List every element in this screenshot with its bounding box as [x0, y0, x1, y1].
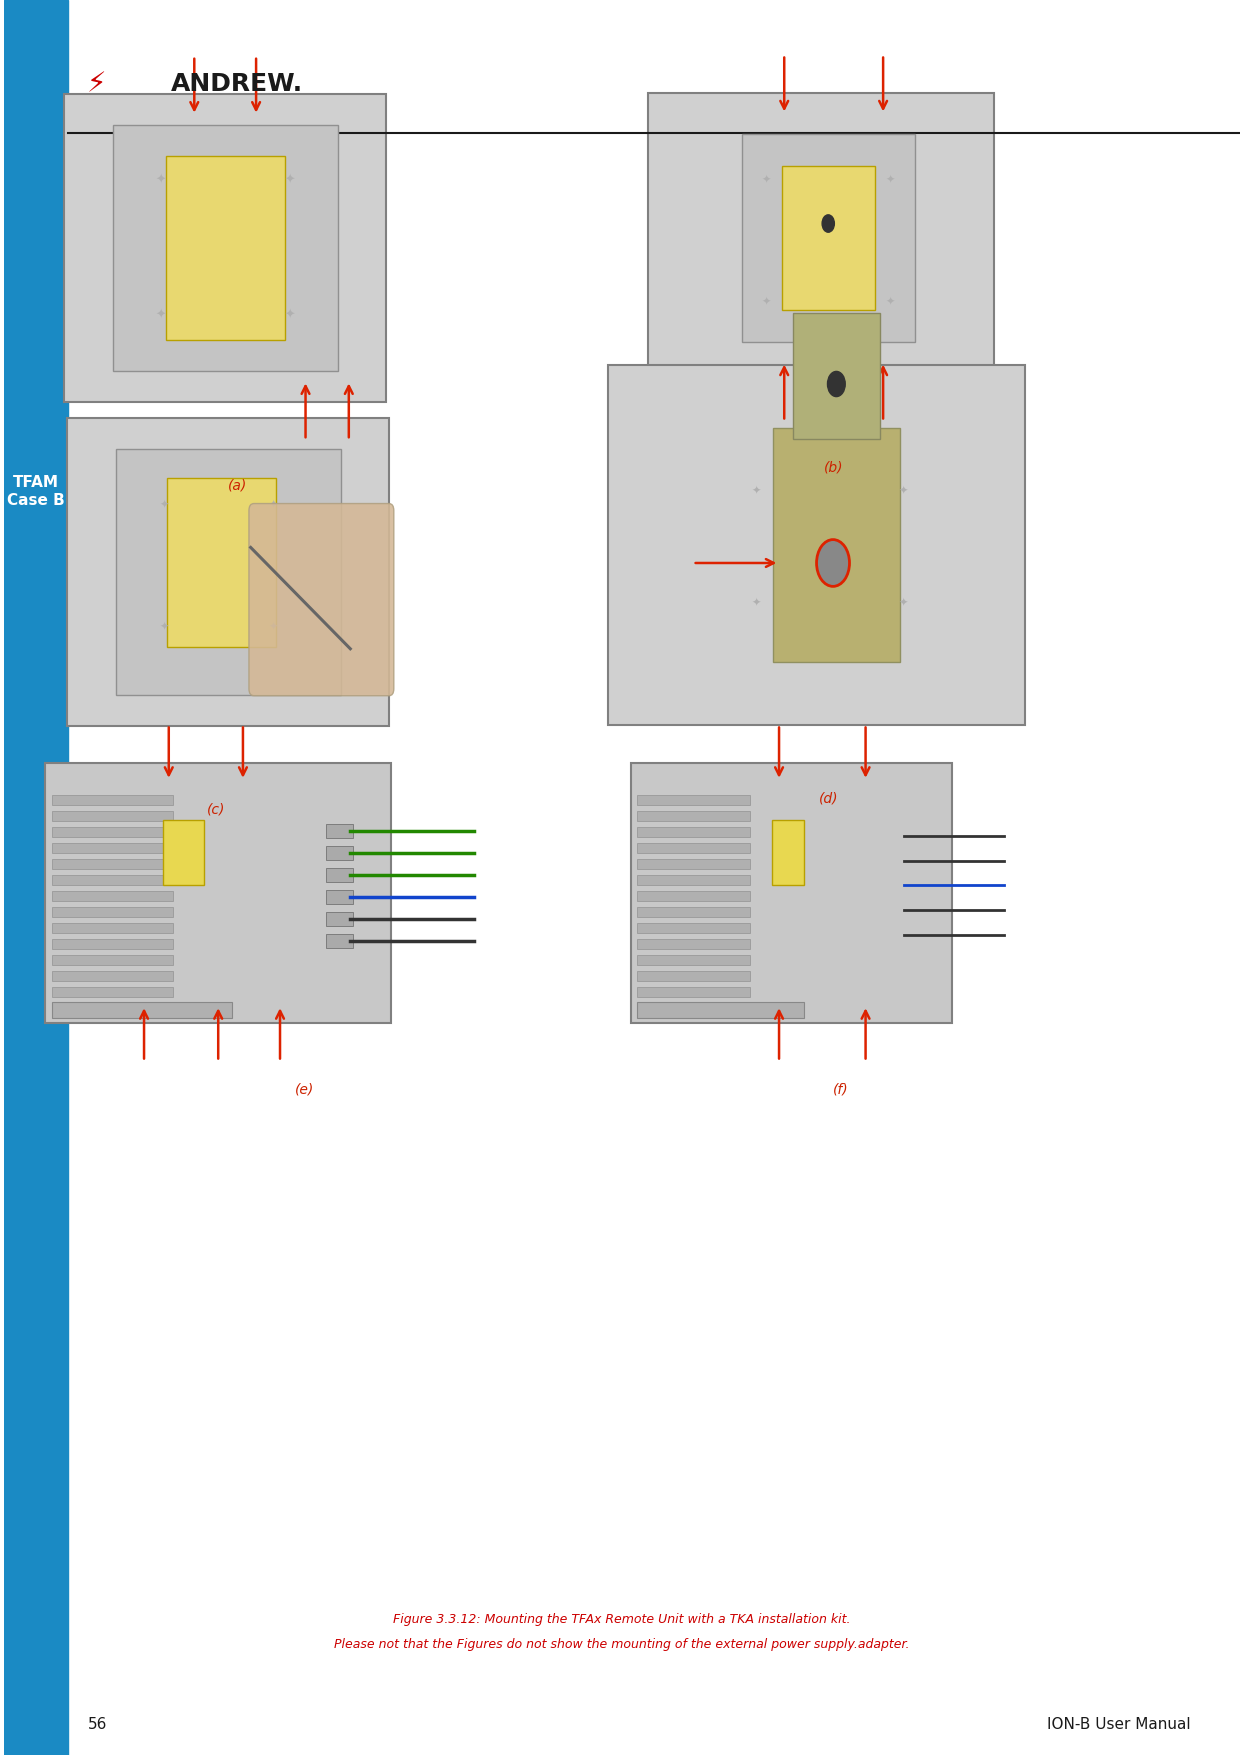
FancyBboxPatch shape — [52, 874, 174, 885]
Text: (b): (b) — [823, 460, 843, 474]
Text: ANDREW.: ANDREW. — [171, 72, 303, 97]
FancyBboxPatch shape — [166, 156, 285, 340]
FancyBboxPatch shape — [637, 939, 750, 949]
FancyBboxPatch shape — [52, 858, 174, 869]
FancyBboxPatch shape — [52, 1002, 232, 1018]
FancyBboxPatch shape — [52, 971, 174, 981]
FancyBboxPatch shape — [52, 907, 174, 916]
FancyBboxPatch shape — [326, 846, 353, 860]
FancyBboxPatch shape — [781, 165, 875, 311]
Text: ✦: ✦ — [885, 176, 895, 184]
FancyBboxPatch shape — [773, 428, 900, 662]
Circle shape — [817, 539, 849, 586]
Text: Figure 3.3.12: Mounting the TFAx Remote Unit with a TKA installation kit.: Figure 3.3.12: Mounting the TFAx Remote … — [393, 1613, 851, 1627]
FancyBboxPatch shape — [113, 125, 337, 370]
Text: ✦: ✦ — [159, 500, 169, 509]
Text: ✦: ✦ — [761, 297, 770, 307]
Text: 56: 56 — [88, 1716, 108, 1732]
FancyBboxPatch shape — [792, 312, 879, 439]
Text: ✦: ✦ — [284, 174, 295, 188]
FancyBboxPatch shape — [249, 504, 394, 695]
FancyBboxPatch shape — [742, 133, 915, 342]
FancyBboxPatch shape — [52, 811, 174, 821]
FancyBboxPatch shape — [637, 986, 750, 997]
FancyBboxPatch shape — [45, 763, 392, 1023]
Text: ✦: ✦ — [899, 486, 908, 497]
FancyBboxPatch shape — [637, 842, 750, 853]
FancyBboxPatch shape — [637, 858, 750, 869]
Text: ✦: ✦ — [269, 623, 278, 632]
Text: ✦: ✦ — [885, 297, 895, 307]
FancyBboxPatch shape — [773, 820, 805, 885]
FancyBboxPatch shape — [637, 971, 750, 981]
FancyBboxPatch shape — [637, 955, 750, 965]
Text: TFAM
Case B: TFAM Case B — [7, 476, 64, 507]
FancyBboxPatch shape — [52, 795, 174, 806]
Text: ⚡: ⚡ — [87, 70, 107, 98]
Text: (a): (a) — [228, 479, 247, 493]
FancyBboxPatch shape — [637, 1002, 805, 1018]
FancyBboxPatch shape — [326, 867, 353, 883]
Text: (c): (c) — [207, 802, 224, 816]
Text: ✦: ✦ — [284, 309, 295, 323]
FancyBboxPatch shape — [608, 365, 1025, 725]
FancyBboxPatch shape — [52, 890, 174, 900]
Text: (d): (d) — [818, 792, 838, 806]
FancyBboxPatch shape — [326, 890, 353, 904]
Text: ✦: ✦ — [751, 486, 761, 497]
FancyBboxPatch shape — [326, 913, 353, 927]
Text: ✦: ✦ — [269, 500, 278, 509]
FancyBboxPatch shape — [637, 827, 750, 837]
FancyBboxPatch shape — [167, 479, 277, 648]
FancyBboxPatch shape — [326, 934, 353, 948]
FancyBboxPatch shape — [67, 418, 389, 725]
FancyBboxPatch shape — [637, 811, 750, 821]
Text: (e): (e) — [295, 1083, 315, 1097]
Text: (f): (f) — [833, 1083, 848, 1097]
Text: Please not that the Figures do not show the mounting of the external power suppl: Please not that the Figures do not show … — [335, 1637, 910, 1651]
Circle shape — [822, 214, 835, 232]
Text: ✦: ✦ — [156, 174, 166, 188]
FancyBboxPatch shape — [649, 93, 994, 383]
Text: ION-B User Manual: ION-B User Manual — [1047, 1716, 1190, 1732]
Text: ✦: ✦ — [761, 176, 770, 184]
Text: ✦: ✦ — [159, 623, 169, 632]
Text: ✦: ✦ — [899, 597, 908, 607]
FancyBboxPatch shape — [52, 955, 174, 965]
FancyBboxPatch shape — [637, 795, 750, 806]
Text: ✦: ✦ — [156, 309, 166, 323]
Text: ✦: ✦ — [751, 597, 761, 607]
FancyBboxPatch shape — [52, 923, 174, 934]
FancyBboxPatch shape — [637, 907, 750, 916]
FancyBboxPatch shape — [162, 820, 205, 885]
FancyBboxPatch shape — [326, 823, 353, 837]
FancyBboxPatch shape — [637, 890, 750, 900]
FancyBboxPatch shape — [52, 986, 174, 997]
FancyBboxPatch shape — [637, 874, 750, 885]
FancyBboxPatch shape — [52, 827, 174, 837]
FancyBboxPatch shape — [631, 763, 952, 1023]
FancyBboxPatch shape — [52, 842, 174, 853]
FancyBboxPatch shape — [52, 939, 174, 949]
Circle shape — [827, 372, 846, 397]
FancyBboxPatch shape — [115, 449, 341, 695]
Bar — [4, 0, 68, 1755]
FancyBboxPatch shape — [637, 923, 750, 934]
FancyBboxPatch shape — [64, 95, 386, 402]
